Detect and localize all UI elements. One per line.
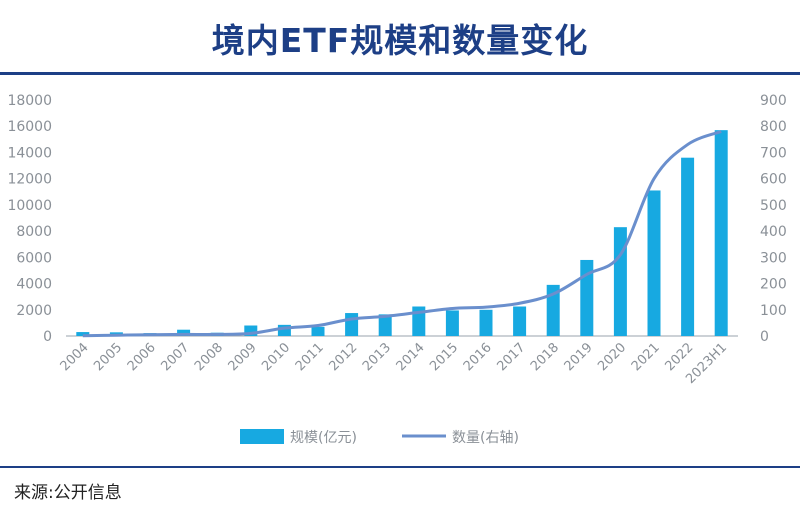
left-axis-tick-label: 12000 <box>7 172 52 188</box>
x-axis-tick-label: 2016 <box>461 340 495 374</box>
right-axis-tick-label: 100 <box>760 303 787 319</box>
right-axis-tick-label: 400 <box>760 224 787 240</box>
right-axis-tick-label: 800 <box>760 119 787 135</box>
bar <box>244 325 258 336</box>
legend-label-bar: 规模(亿元) <box>290 430 357 446</box>
legend-label-line: 数量(右轴) <box>452 430 519 446</box>
chart-title: 境内ETF规模和数量变化 <box>211 21 589 60</box>
title-divider <box>0 72 800 75</box>
x-axis-tick-label: 2012 <box>326 340 360 374</box>
x-axis-tick-label: 2008 <box>192 340 226 374</box>
left-axis-tick-label: 10000 <box>7 198 52 214</box>
left-axis-tick-label: 18000 <box>7 93 52 109</box>
right-axis-tick-label: 600 <box>760 172 787 188</box>
footer-divider <box>0 466 800 468</box>
legend-swatch-bar <box>240 429 284 444</box>
left-axis-tick-label: 4000 <box>16 277 52 293</box>
bar <box>513 306 527 336</box>
bar <box>613 227 627 336</box>
right-axis-tick-label: 200 <box>760 277 787 293</box>
right-axis-tick-label: 900 <box>760 93 787 109</box>
bar <box>580 259 594 336</box>
x-axis-tick-label: 2013 <box>360 340 394 374</box>
x-axis-tick-label: 2005 <box>91 340 125 374</box>
right-axis-tick-label: 500 <box>760 198 787 214</box>
chart-area: 0 2000 4000 6000 8000 10000 12000 14000 16000 180… <box>0 80 800 460</box>
x-axis-tick-label: 2020 <box>595 340 629 374</box>
x-axis-tick-label: 2015 <box>427 340 461 374</box>
x-axis-tick-label: 2021 <box>629 340 663 374</box>
bar <box>311 326 325 336</box>
x-axis-tick-label: 2011 <box>293 340 327 374</box>
left-axis-tick-label: 14000 <box>7 145 52 161</box>
bar <box>345 313 359 336</box>
right-axis-tick-label: 0 <box>760 329 769 345</box>
bar <box>445 310 459 336</box>
x-axis-tick-label: 2006 <box>125 340 159 374</box>
bar <box>714 130 728 336</box>
bar <box>546 284 560 336</box>
x-axis-tick-label: 2007 <box>158 340 192 374</box>
x-axis-tick-label: 2009 <box>226 340 260 374</box>
bar <box>76 332 90 336</box>
right-axis-tick-label: 300 <box>760 250 787 266</box>
right-axis-tick-label: 700 <box>760 145 787 161</box>
x-axis-tick-label: 2010 <box>259 340 293 374</box>
etf-chart: 0200040006000800010000120001400016000180… <box>7 93 787 446</box>
bar <box>177 329 191 336</box>
bar <box>277 324 291 336</box>
bar <box>378 314 392 336</box>
left-axis-tick-label: 2000 <box>16 303 52 319</box>
left-axis-tick-label: 0 <box>43 329 52 345</box>
x-axis-tick-label: 2014 <box>394 340 428 374</box>
x-axis-tick-label: 2018 <box>528 340 562 374</box>
x-axis-tick-label: 2019 <box>562 340 596 374</box>
left-axis-tick-label: 16000 <box>7 119 52 135</box>
left-axis-tick-label: 6000 <box>16 250 52 266</box>
source-note: 来源:公开信息 <box>14 483 122 503</box>
left-axis-tick-label: 8000 <box>16 224 52 240</box>
x-axis-tick-label: 2017 <box>494 340 528 374</box>
bar <box>681 157 695 336</box>
count-line <box>82 130 722 338</box>
x-axis-tick-label: 2004 <box>58 340 92 374</box>
bar <box>647 190 661 336</box>
bar <box>479 309 493 336</box>
